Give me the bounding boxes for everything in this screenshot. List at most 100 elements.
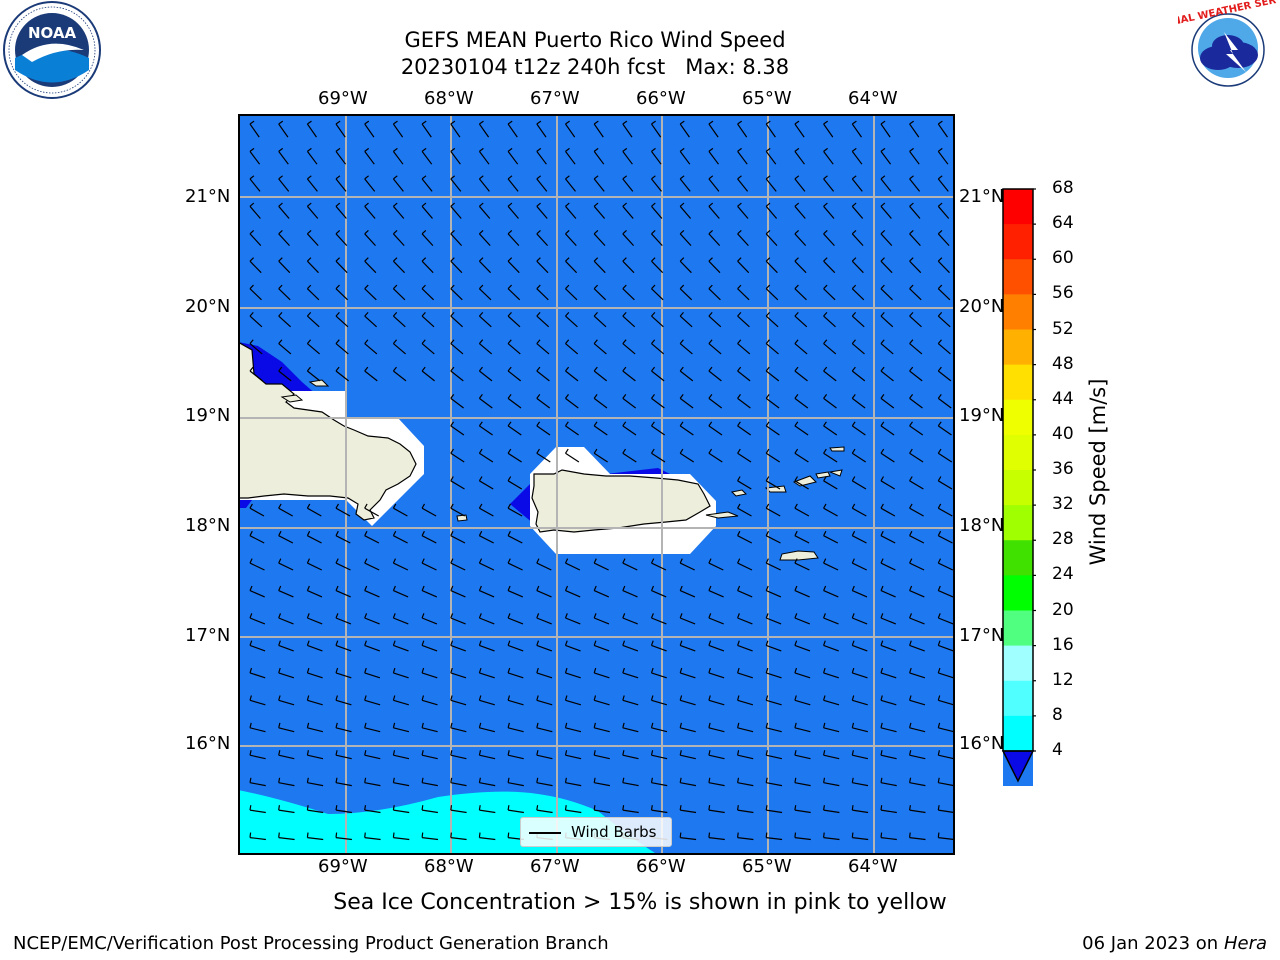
wind-barb (737, 147, 748, 165)
wind-barb (593, 202, 606, 219)
wind-barb (651, 366, 665, 382)
lat-label-right-18n: 18°N (959, 515, 1005, 536)
wind-barb (909, 805, 926, 814)
wind-barb (622, 695, 639, 706)
wind-barb (536, 229, 549, 247)
wind-barb (737, 585, 753, 598)
wind-barb (421, 503, 437, 517)
wind-barb (450, 722, 467, 733)
wind-barb (794, 284, 807, 301)
wind-barb (450, 421, 465, 436)
wind-barb (794, 667, 811, 679)
wind-barb (278, 229, 290, 247)
wind-barb (737, 613, 753, 625)
wind-barb (937, 667, 954, 679)
wind-barb (909, 311, 922, 328)
wind-barb (708, 147, 719, 165)
wind-barb (450, 229, 463, 247)
colorbar-tick-label: 40 (1052, 423, 1074, 444)
colorbar-segment (1003, 364, 1033, 401)
wind-barb (909, 667, 926, 679)
wind-barb (392, 805, 410, 814)
wind-barb (651, 421, 666, 436)
wind-barb (249, 339, 263, 355)
wind-barb (937, 284, 951, 301)
map-legend: Wind Barbs (520, 817, 672, 847)
wind-barb (450, 832, 467, 841)
wind-barb (765, 394, 780, 409)
wind-barb (794, 640, 811, 652)
wind-barb (851, 503, 867, 517)
wind-barb (507, 175, 519, 192)
colorbar-tick-label: 56 (1052, 283, 1074, 304)
wind-barb (392, 530, 408, 544)
wind-barb (851, 312, 865, 328)
wind-barb (507, 229, 520, 247)
wind-barb (450, 805, 467, 814)
wind-barb (651, 394, 665, 409)
wind-barb (794, 503, 810, 517)
wind-barb (823, 147, 834, 165)
wind-barb (392, 312, 406, 328)
wind-barb (851, 284, 865, 301)
wind-barb (565, 175, 576, 192)
wind-barb (536, 585, 552, 598)
wind-barb (708, 312, 722, 328)
wind-barb (478, 613, 495, 625)
wind-barb (737, 421, 752, 436)
wind-barb (278, 695, 295, 706)
wind-barb (306, 613, 323, 625)
puerto-rico-land (531, 469, 711, 533)
noaa-logo-text: NOAA (28, 24, 77, 42)
wind-barb (478, 257, 492, 274)
wind-barb (708, 202, 720, 219)
wind-barb (564, 695, 582, 706)
wind-barb (249, 530, 265, 544)
wind-barb (421, 175, 433, 192)
wind-barb (765, 667, 782, 679)
wind-barb (937, 257, 950, 274)
anegada-island (829, 446, 845, 452)
wind-barb (565, 257, 578, 274)
wind-barb (909, 421, 924, 436)
wind-barb (450, 202, 462, 219)
wind-barb (306, 257, 319, 274)
wind-barb (364, 366, 378, 382)
wind-barb (364, 284, 377, 301)
wind-barb (249, 832, 266, 841)
wind-barb (364, 530, 380, 544)
legend-barb-line (529, 832, 561, 834)
wind-barb (565, 394, 579, 409)
wind-barb (622, 339, 636, 355)
wind-barb (651, 257, 664, 274)
wind-barb (765, 120, 776, 138)
wind-barb (364, 750, 381, 760)
wind-barb (851, 805, 869, 814)
wind-barb (851, 394, 866, 409)
wind-barb (306, 147, 318, 165)
wind-barb (679, 394, 694, 409)
wind-barb (794, 147, 805, 165)
wind-barb (765, 421, 780, 436)
wind-barb (364, 120, 375, 138)
wind-barb (306, 805, 324, 814)
wind-barb (765, 339, 779, 355)
wind-barb (880, 777, 897, 787)
wind-barb (306, 202, 319, 219)
wind-barb (880, 366, 894, 382)
wind-barb (708, 175, 720, 192)
wind-barb (794, 229, 807, 247)
wind-barb (765, 257, 778, 274)
wind-barb (765, 202, 778, 219)
wind-barb (909, 613, 925, 625)
wind-barb (880, 421, 895, 436)
wind-barb (450, 695, 467, 706)
wind-barb (478, 585, 495, 598)
colorbar-tick-label: 20 (1052, 599, 1074, 620)
wind-barb (909, 229, 921, 247)
wind-barb (622, 722, 639, 733)
wind-barb (364, 777, 381, 787)
noaa-logo: NOAA (2, 0, 102, 100)
wind-barb (421, 339, 435, 355)
colorbar-segment (1003, 610, 1033, 647)
